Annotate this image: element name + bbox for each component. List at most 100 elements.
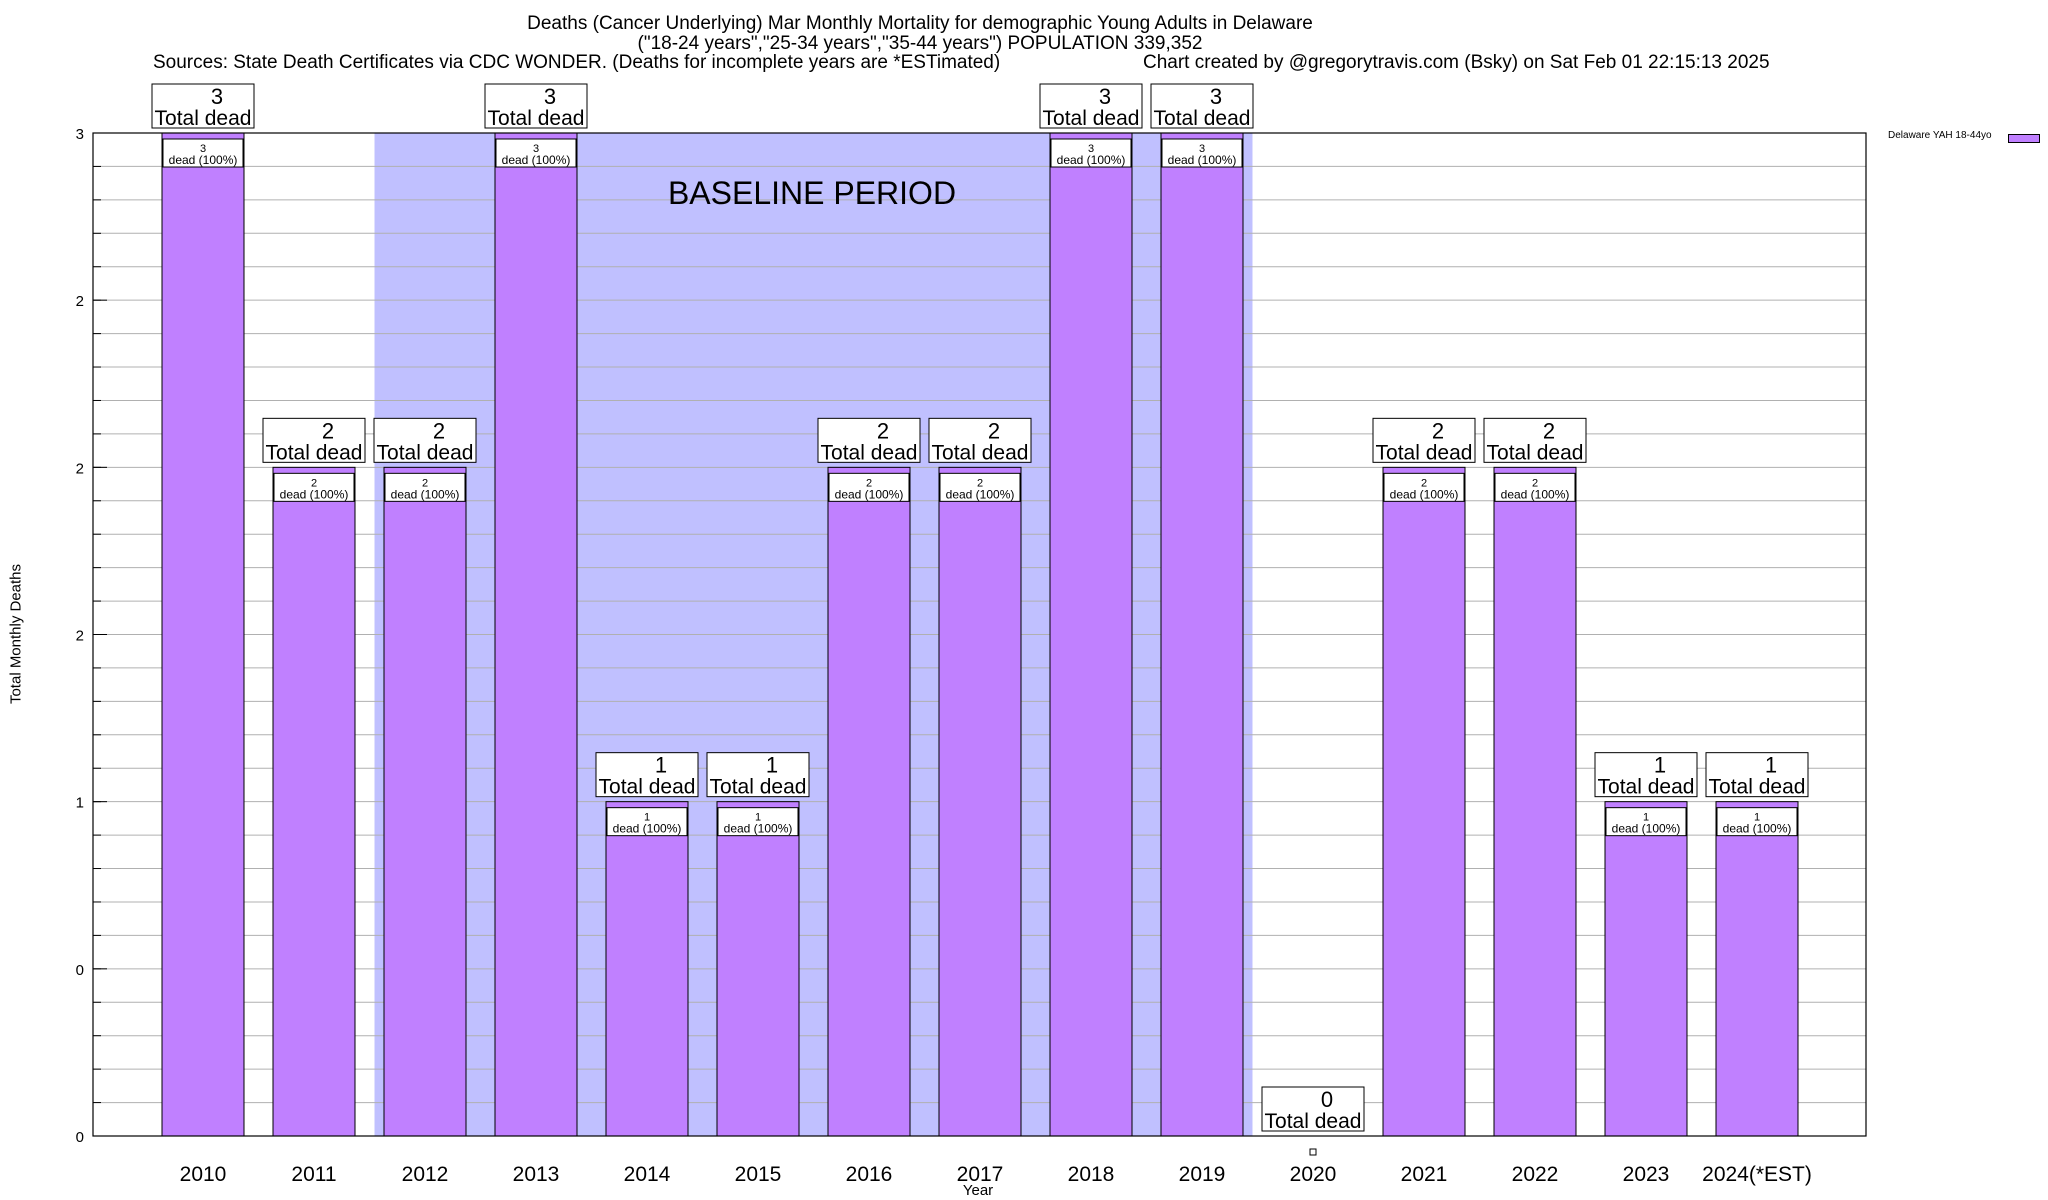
bar-top-label-count: 0 <box>1321 1087 1333 1112</box>
bar-inner-label-box <box>1494 472 1576 502</box>
bar-inner-label-text: dead (100%) <box>835 487 904 501</box>
bar-inner-label-count: 3 <box>1199 143 1205 155</box>
bar-top-label-text: Total dead <box>1709 776 1806 799</box>
bar <box>1493 466 1577 1137</box>
bar-inner-label-count: 2 <box>977 477 983 489</box>
bar <box>716 801 800 1137</box>
bar-top-label-count: 1 <box>655 753 667 778</box>
legend-swatch <box>2008 134 2040 143</box>
bar-top-label-text: Total dead <box>1154 107 1251 130</box>
bar <box>1604 801 1688 1137</box>
bar-top-label-count: 1 <box>766 753 778 778</box>
bar-top-label-box <box>373 417 477 463</box>
x-axis-label: Year <box>962 1182 994 1199</box>
bar-inner-label-text: dead (100%) <box>1168 153 1237 167</box>
bar-inner-label-box <box>606 807 688 837</box>
x-tick-label: 2012 <box>402 1163 449 1186</box>
x-tick-label: 2010 <box>180 1163 227 1186</box>
bar-top-label-text: Total dead <box>821 441 918 464</box>
legend-entry-label: Delaware YAH 18-44yo <box>1888 130 1992 141</box>
bar-inner-label-box <box>273 472 355 502</box>
plot-border <box>92 132 1867 1137</box>
bar-top-label-box <box>151 83 255 129</box>
bar-inner-label-count: 1 <box>755 812 761 824</box>
bar <box>161 132 245 1137</box>
bar-inner-label-text: dead (100%) <box>1612 822 1681 836</box>
y-tick-label: 1 <box>76 795 84 812</box>
x-tick-label: 2016 <box>846 1163 893 1186</box>
bar <box>494 132 578 1137</box>
bar-top-label-box <box>484 83 588 129</box>
bar-top-label-box <box>1261 1086 1365 1132</box>
bar-top-label-text: Total dead <box>1376 441 1473 464</box>
bar-top-label-text: Total dead <box>377 441 474 464</box>
bar <box>272 466 356 1137</box>
bar-top-label-text: Total dead <box>488 107 585 130</box>
x-tick-label: 2011 <box>291 1163 336 1186</box>
x-tick-label: 2014 <box>624 1163 671 1186</box>
bar-top-label-count: 2 <box>1432 418 1444 443</box>
bar-top-label-box <box>706 752 810 798</box>
x-tick-label: 2024(*EST) <box>1702 1163 1812 1186</box>
chart-title: Deaths (Cancer Underlying) Mar Monthly M… <box>527 13 1313 34</box>
bar-inner-label-box <box>717 807 799 837</box>
bar <box>1382 466 1466 1137</box>
y-tick-label: 2 <box>76 460 84 477</box>
bar-inner-label-box <box>384 472 466 502</box>
bar-top-label-count: 3 <box>211 84 223 109</box>
bar-top-label-count: 2 <box>322 418 334 443</box>
x-tick-label: 2021 <box>1401 1163 1448 1186</box>
bar <box>827 466 911 1137</box>
baseline-period-label: BASELINE PERIOD <box>668 175 956 211</box>
bar-top-label-box <box>1483 417 1587 463</box>
bar-inner-label-text: dead (100%) <box>946 487 1015 501</box>
x-tick-label: 2022 <box>1512 1163 1559 1186</box>
bar-top-label-count: 2 <box>988 418 1000 443</box>
y-tick-label: 2 <box>76 628 84 645</box>
bar-top-label-count: 1 <box>1654 753 1666 778</box>
bar-inner-label-text: dead (100%) <box>169 153 238 167</box>
bar-inner-label-text: dead (100%) <box>280 487 349 501</box>
bar-inner-label-text: dead (100%) <box>724 822 793 836</box>
bar-inner-label-count: 2 <box>866 477 872 489</box>
x-tick-label: 2018 <box>1068 1163 1115 1186</box>
bar-inner-label-text: dead (100%) <box>502 153 571 167</box>
bar-top-label-count: 3 <box>1099 84 1111 109</box>
bar-inner-label-box <box>162 138 244 168</box>
chart-sources: Sources: State Death Certificates via CD… <box>153 52 1001 73</box>
bar-top-label-text: Total dead <box>1043 107 1140 130</box>
bar-top-label-box <box>817 417 921 463</box>
bar-inner-label-box <box>495 138 577 168</box>
x-tick-label: 2023 <box>1623 1163 1670 1186</box>
bar-inner-label-text: dead (100%) <box>1390 487 1459 501</box>
bar-inner-label-text: dead (100%) <box>1057 153 1126 167</box>
bar-inner-label-count: 2 <box>1421 477 1427 489</box>
bar-inner-label-box <box>1161 138 1243 168</box>
zero-marker <box>1309 1148 1317 1156</box>
bar-top-label-count: 3 <box>1210 84 1222 109</box>
bar-inner-label-count: 3 <box>533 143 539 155</box>
bar-inner-label-box <box>939 472 1021 502</box>
bar-inner-label-box <box>1605 807 1687 837</box>
x-tick-label: 2020 <box>1290 1163 1337 1186</box>
bar-top-label-text: Total dead <box>599 776 696 799</box>
bar <box>1160 132 1244 1137</box>
y-tick-label: 0 <box>76 962 84 979</box>
bar-inner-label-count: 1 <box>644 812 650 824</box>
bar-inner-label-count: 1 <box>1754 812 1760 824</box>
bar-top-label-count: 1 <box>1765 753 1777 778</box>
bar-inner-label-box <box>1716 807 1798 837</box>
bar-inner-label-count: 2 <box>422 477 428 489</box>
bar-inner-label-count: 3 <box>1088 143 1094 155</box>
bar-top-label-count: 2 <box>433 418 445 443</box>
bar-top-label-text: Total dead <box>932 441 1029 464</box>
bar-top-label-box <box>1705 752 1809 798</box>
bar-top-label-box <box>1594 752 1698 798</box>
bar-top-label-count: 3 <box>544 84 556 109</box>
bar-inner-label-text: dead (100%) <box>613 822 682 836</box>
y-tick-label: 0 <box>76 1129 84 1146</box>
bar-top-label-count: 2 <box>1543 418 1555 443</box>
x-tick-label: 2017 <box>957 1163 1004 1186</box>
bar-inner-label-count: 2 <box>311 477 317 489</box>
